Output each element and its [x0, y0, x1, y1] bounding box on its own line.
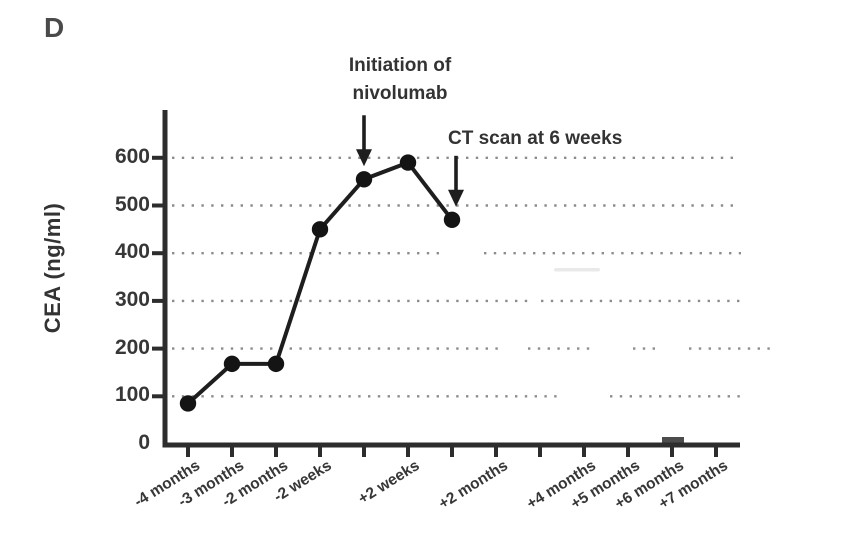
data-point-4 [355, 171, 373, 188]
annotation-initiation-of-nivolumab: Initiation of nivolumab [349, 52, 451, 108]
ct-scan-arrow-head [448, 189, 464, 207]
initiation-arrow-head [356, 149, 372, 167]
panel-label: D [44, 12, 65, 43]
data-point-0 [179, 395, 197, 412]
faded-artifact [554, 268, 600, 272]
data-point-5 [399, 154, 417, 171]
data-point-2 [267, 355, 285, 373]
annotation-text-line2: nivolumab [352, 83, 448, 104]
annotation-text-line1: Initiation of [348, 55, 452, 76]
y-axis-title: CEA (ng/ml) [40, 202, 65, 334]
annotation-ct-scan-at-6-weeks: CT scan at 6 weeks [448, 128, 623, 149]
data-point-3 [311, 221, 329, 238]
data-point-1 [223, 355, 241, 373]
axis-smudge-artifact [662, 437, 684, 444]
data-point-6 [443, 211, 461, 229]
